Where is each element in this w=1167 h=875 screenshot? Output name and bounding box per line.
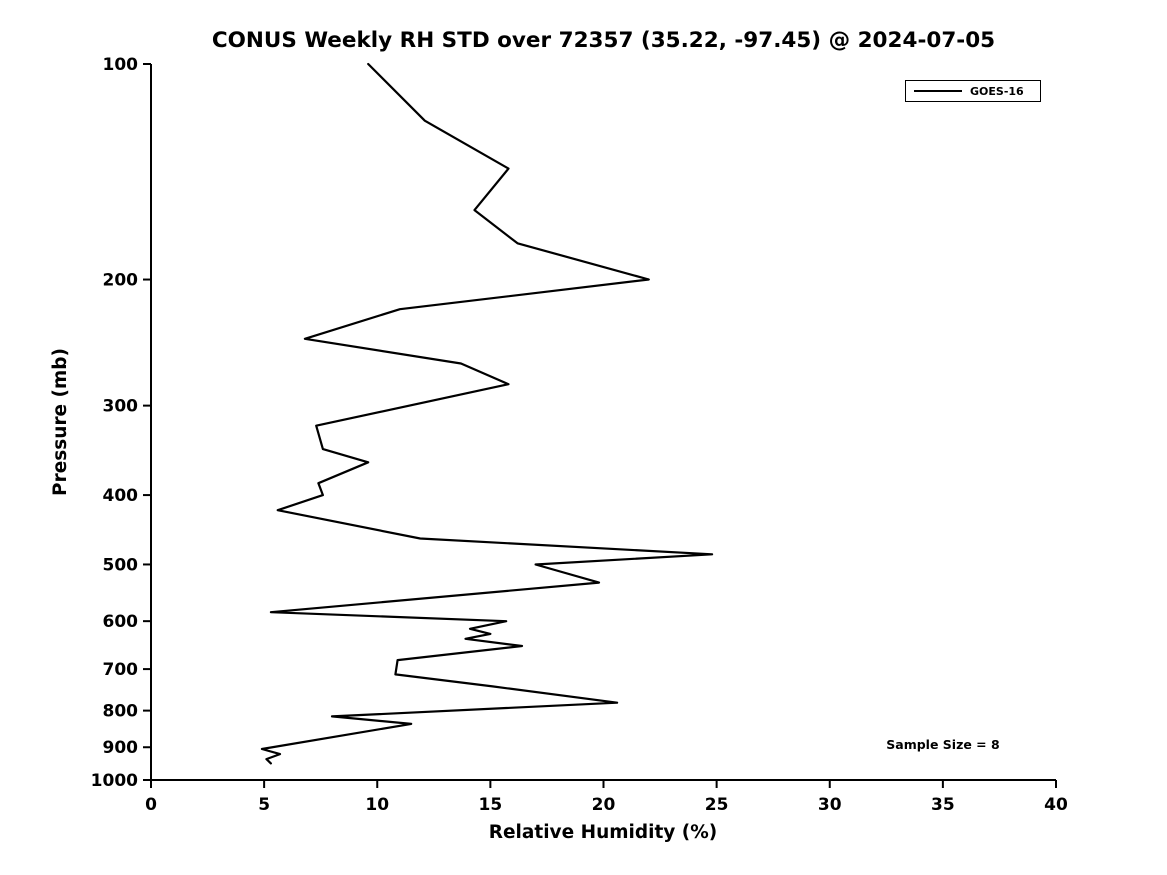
- x-axis-label: Relative Humidity (%): [489, 822, 718, 843]
- legend-label: GOES-16: [970, 84, 1024, 98]
- x-tick-label: 0: [145, 795, 157, 815]
- y-tick-label: 600: [103, 612, 139, 632]
- plot-generated-group: 100 200 300 400 500 600 700 800 900 1000 0 5 10 15 20 2…: [91, 55, 1068, 815]
- series-line-goes-16: [260, 62, 714, 765]
- legend-line-sample-icon: [914, 90, 962, 92]
- sample-size-annotation: Sample Size = 8: [886, 737, 1000, 752]
- y-tick-label: 400: [103, 486, 139, 506]
- x-tick-label: 35: [931, 795, 955, 815]
- x-tick-label: 40: [1044, 795, 1068, 815]
- y-tick-label: 900: [103, 738, 139, 758]
- y-tick-label: 100: [103, 55, 139, 75]
- x-tick-label: 15: [479, 795, 503, 815]
- x-tick-label: 30: [818, 795, 842, 815]
- y-tick-label: 200: [103, 271, 139, 291]
- y-tick-label: 700: [103, 660, 139, 680]
- y-tick-label: 1000: [91, 771, 138, 791]
- x-tick-label: 5: [258, 795, 270, 815]
- y-axis-label: Pressure (mb): [50, 348, 71, 496]
- x-tick-label: 25: [705, 795, 729, 815]
- x-tick-label: 10: [365, 795, 389, 815]
- y-tick-label: 500: [103, 555, 139, 575]
- y-tick-label: 800: [103, 702, 139, 722]
- y-tick-label: 300: [103, 397, 139, 417]
- chart-title: CONUS Weekly RH STD over 72357 (35.22, -…: [211, 28, 996, 53]
- x-tick-label: 20: [592, 795, 616, 815]
- legend-box: GOES-16: [905, 80, 1041, 102]
